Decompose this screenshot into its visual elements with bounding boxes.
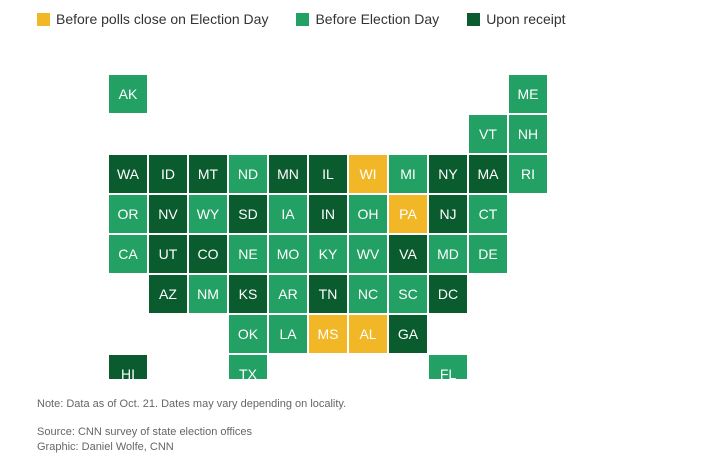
- state-tile-md: MD: [429, 235, 467, 273]
- state-tile-tx: TX: [229, 355, 267, 379]
- state-tile-nd: ND: [229, 155, 267, 193]
- state-tile-id: ID: [149, 155, 187, 193]
- state-tile-ny: NY: [429, 155, 467, 193]
- footnote: Note: Data as of Oct. 21. Dates may vary…: [37, 398, 347, 410]
- legend-swatch-receipt: [467, 12, 481, 26]
- state-tile-ok: OK: [229, 315, 267, 353]
- state-tile-az: AZ: [149, 275, 187, 313]
- state-tile-sd: SD: [229, 195, 267, 233]
- state-tile-ms: MS: [309, 315, 347, 353]
- legend: Before polls close on Election Day Befor…: [37, 11, 594, 27]
- state-tile-nv: NV: [149, 195, 187, 233]
- state-tile-wa: WA: [109, 155, 147, 193]
- state-tile-al: AL: [349, 315, 387, 353]
- state-tile-nj: NJ: [429, 195, 467, 233]
- legend-item-before: Before Election Day: [296, 11, 439, 27]
- legend-swatch-before: [296, 12, 310, 26]
- state-tile-mn: MN: [269, 155, 307, 193]
- state-tile-oh: OH: [349, 195, 387, 233]
- state-tile-de: DE: [469, 235, 507, 273]
- source-line: Source: CNN survey of state election off…: [37, 426, 253, 438]
- state-tile-ca: CA: [109, 235, 147, 273]
- state-tile-co: CO: [189, 235, 227, 273]
- state-tile-me: ME: [509, 75, 547, 113]
- state-tile-ne: NE: [229, 235, 267, 273]
- state-tile-wy: WY: [189, 195, 227, 233]
- state-tile-fl: FL: [429, 355, 467, 379]
- state-tile-nm: NM: [189, 275, 227, 313]
- state-tile-ri: RI: [509, 155, 547, 193]
- state-tile-wv: WV: [349, 235, 387, 273]
- legend-label-polls: Before polls close on Election Day: [56, 11, 269, 27]
- state-tile-la: LA: [269, 315, 307, 353]
- state-tile-map: AK ME VT NH WA ID MT ND MN IL WI MI NY MA RI OR NV WY SD IA…: [109, 75, 549, 379]
- legend-label-before: Before Election Day: [315, 11, 440, 27]
- state-tile-nc: NC: [349, 275, 387, 313]
- state-tile-ga: GA: [389, 315, 427, 353]
- state-tile-wi: WI: [349, 155, 387, 193]
- state-tile-vt: VT: [469, 115, 507, 153]
- legend-label-receipt: Upon receipt: [486, 11, 566, 27]
- state-tile-va: VA: [389, 235, 427, 273]
- legend-item-receipt: Upon receipt: [467, 11, 566, 27]
- state-tile-mt: MT: [189, 155, 227, 193]
- state-tile-ct: CT: [469, 195, 507, 233]
- state-tile-il: IL: [309, 155, 347, 193]
- state-tile-ia: IA: [269, 195, 307, 233]
- state-tile-ar: AR: [269, 275, 307, 313]
- state-tile-mi: MI: [389, 155, 427, 193]
- state-tile-dc: DC: [429, 275, 467, 313]
- graphic-credit: Graphic: Daniel Wolfe, CNN: [37, 441, 174, 453]
- state-tile-ak: AK: [109, 75, 147, 113]
- state-tile-in: IN: [309, 195, 347, 233]
- state-tile-hi: HI: [109, 355, 147, 379]
- credits: Source: CNN survey of state election off…: [37, 425, 252, 455]
- state-tile-ut: UT: [149, 235, 187, 273]
- legend-item-polls: Before polls close on Election Day: [37, 11, 268, 27]
- state-tile-ma: MA: [469, 155, 507, 193]
- state-tile-pa: PA: [389, 195, 427, 233]
- legend-swatch-polls: [37, 12, 50, 26]
- state-tile-mo: MO: [269, 235, 307, 273]
- state-tile-or: OR: [109, 195, 147, 233]
- state-tile-ks: KS: [229, 275, 267, 313]
- state-tile-sc: SC: [389, 275, 427, 313]
- state-tile-tn: TN: [309, 275, 347, 313]
- state-tile-nh: NH: [509, 115, 547, 153]
- state-tile-ky: KY: [309, 235, 347, 273]
